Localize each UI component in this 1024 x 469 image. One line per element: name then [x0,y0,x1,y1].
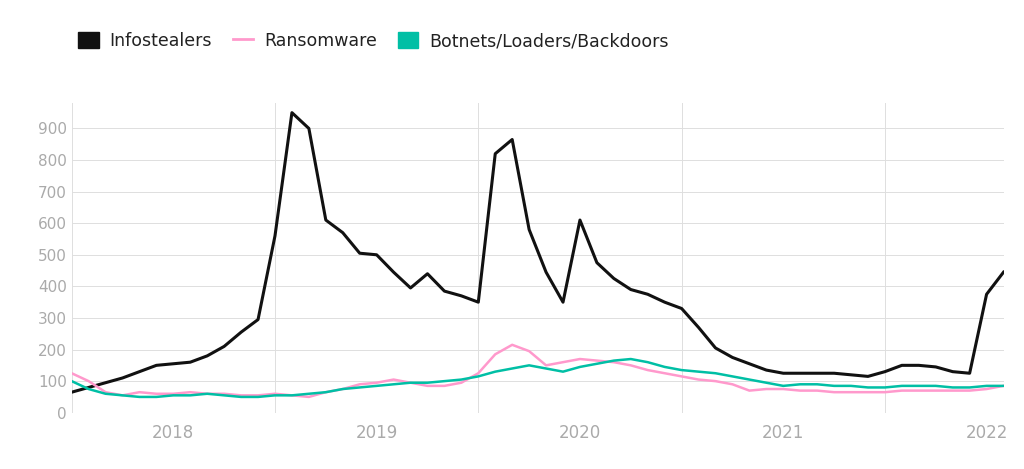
Ransomware [811,388,823,393]
Ransomware [83,378,95,384]
Ransomware [625,363,637,368]
Botnets/Loaders/Backdoors [676,367,688,373]
Infostealers [658,299,671,305]
Botnets/Loaders/Backdoors [421,380,433,386]
Botnets/Loaders/Backdoors [710,371,722,376]
Botnets/Loaders/Backdoors [83,386,95,392]
Botnets/Loaders/Backdoors [997,383,1010,389]
Line: Infostealers: Infostealers [72,113,1004,392]
Infostealers [286,110,298,115]
Line: Ransomware: Ransomware [72,345,1004,397]
Ransomware [710,378,722,384]
Infostealers [997,269,1010,275]
Ransomware [66,371,78,376]
Infostealers [607,276,620,281]
Botnets/Loaders/Backdoors [133,394,145,400]
Line: Botnets/Loaders/Backdoors: Botnets/Loaders/Backdoors [72,359,1004,397]
Infostealers [794,371,806,376]
Botnets/Loaders/Backdoors [625,356,637,362]
Ransomware [506,342,518,348]
Legend: Infostealers, Ransomware, Botnets/Loaders/Backdoors: Infostealers, Ransomware, Botnets/Loader… [71,25,675,57]
Infostealers [421,271,433,277]
Infostealers [692,325,705,330]
Botnets/Loaders/Backdoors [607,358,620,363]
Botnets/Loaders/Backdoors [66,378,78,384]
Ransomware [997,383,1010,389]
Ransomware [303,394,315,400]
Ransomware [421,383,433,389]
Infostealers [66,389,78,395]
Botnets/Loaders/Backdoors [811,381,823,387]
Infostealers [83,385,95,390]
Ransomware [676,374,688,379]
